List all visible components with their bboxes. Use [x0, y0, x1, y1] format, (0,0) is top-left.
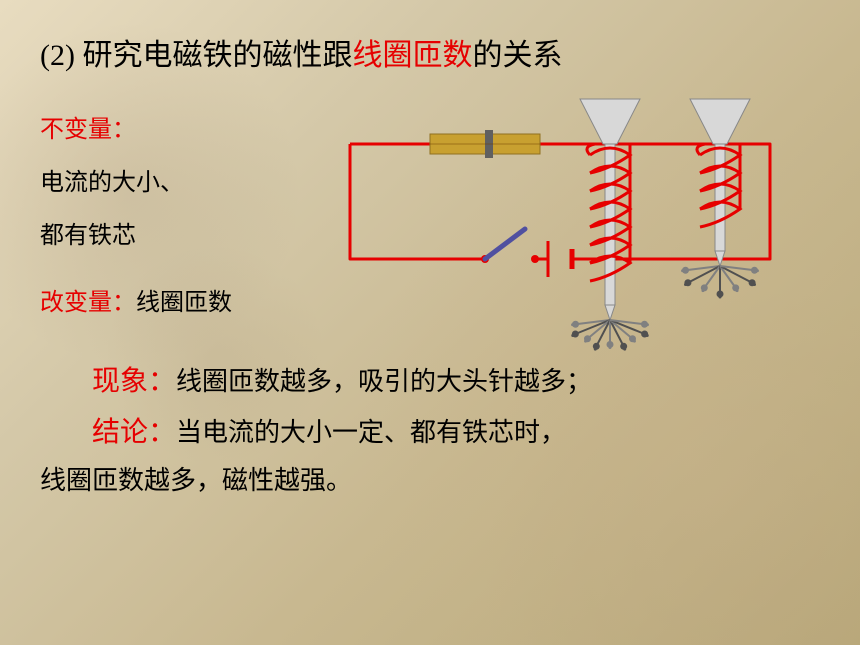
title-suffix: 的关系 [472, 39, 562, 72]
constants-block: 不变量： 电流的大小、 都有铁芯 [40, 104, 300, 262]
conclusion-line2: 线圈匝数越多，磁性越强。 [40, 458, 820, 505]
variable-line: 改变量：线圈匝数 [40, 282, 820, 317]
constants-label: 不变量： [40, 104, 300, 157]
title-highlight: 线圈匝数 [352, 39, 472, 72]
conclusion-line1: 结论：当电流的大小一定、都有铁芯时， [40, 408, 820, 458]
constants-line1: 电流的大小、 [40, 157, 300, 210]
variable-text: 线圈匝数 [136, 290, 232, 316]
diagram-column [320, 104, 820, 262]
bottom-block: 现象：线圈匝数越多，吸引的大头针越多； 结论：当电流的大小一定、都有铁芯时， 线… [40, 357, 820, 505]
content-row: 不变量： 电流的大小、 都有铁芯 [40, 104, 820, 262]
variable-label: 改变量： [40, 290, 136, 316]
observation-line: 现象：线圈匝数越多，吸引的大头针越多； [40, 357, 820, 407]
conclusion-label: 结论： [92, 417, 176, 448]
observation-label: 现象： [92, 366, 176, 397]
constants-line2: 都有铁芯 [40, 210, 300, 263]
slide: (2) 研究电磁铁的磁性跟线圈匝数的关系 不变量： 电流的大小、 都有铁芯 改变… [0, 0, 860, 645]
title-prefix: (2) 研究电磁铁的磁性跟 [40, 39, 352, 72]
slide-title: (2) 研究电磁铁的磁性跟线圈匝数的关系 [40, 30, 820, 74]
conclusion-text1: 当电流的大小一定、都有铁芯时， [176, 418, 566, 447]
observation-text: 线圈匝数越多，吸引的大头针越多； [176, 367, 592, 396]
